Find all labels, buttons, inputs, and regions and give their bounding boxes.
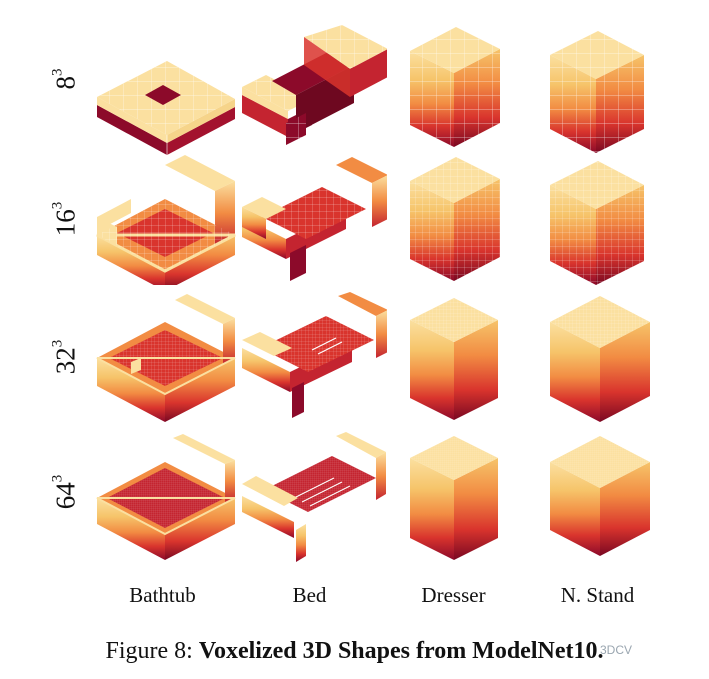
- voxel-bed-16: [242, 155, 387, 285]
- voxel-bathtub-16: [95, 155, 240, 285]
- caption-title: Voxelized 3D Shapes from ModelNet10.: [198, 638, 604, 664]
- voxel-dresser-32: [408, 292, 553, 422]
- voxel-bathtub-8: [95, 25, 240, 155]
- voxel-bed-8: [242, 25, 387, 155]
- figure-caption: Figure 8: Voxelized 3D Shapes from Model…: [0, 638, 709, 665]
- caption-prefix: Figure 8:: [105, 638, 199, 664]
- watermark-text: 3DCV: [600, 643, 633, 657]
- column-label-dresser: Dresser: [421, 583, 486, 607]
- voxel-dresser-16: [408, 155, 553, 285]
- voxel-bathtub-64: [95, 432, 240, 562]
- column-label-bed: Bed: [292, 583, 327, 607]
- voxel-bathtub-32: [95, 292, 240, 422]
- voxel-dresser-64: [408, 432, 553, 562]
- column-label-bathtub: Bathtub: [129, 583, 196, 607]
- column-label-nightstand: N. Stand: [560, 583, 635, 607]
- voxel-bed-64: [242, 432, 387, 562]
- voxel-dresser-8: [408, 25, 553, 155]
- voxel-bed-32: [242, 292, 387, 422]
- voxel-nightstand-16: [548, 155, 693, 285]
- voxel-nightstand-64: [548, 432, 693, 562]
- voxel-nightstand-8: [548, 25, 693, 155]
- voxel-nightstand-32: [548, 292, 693, 422]
